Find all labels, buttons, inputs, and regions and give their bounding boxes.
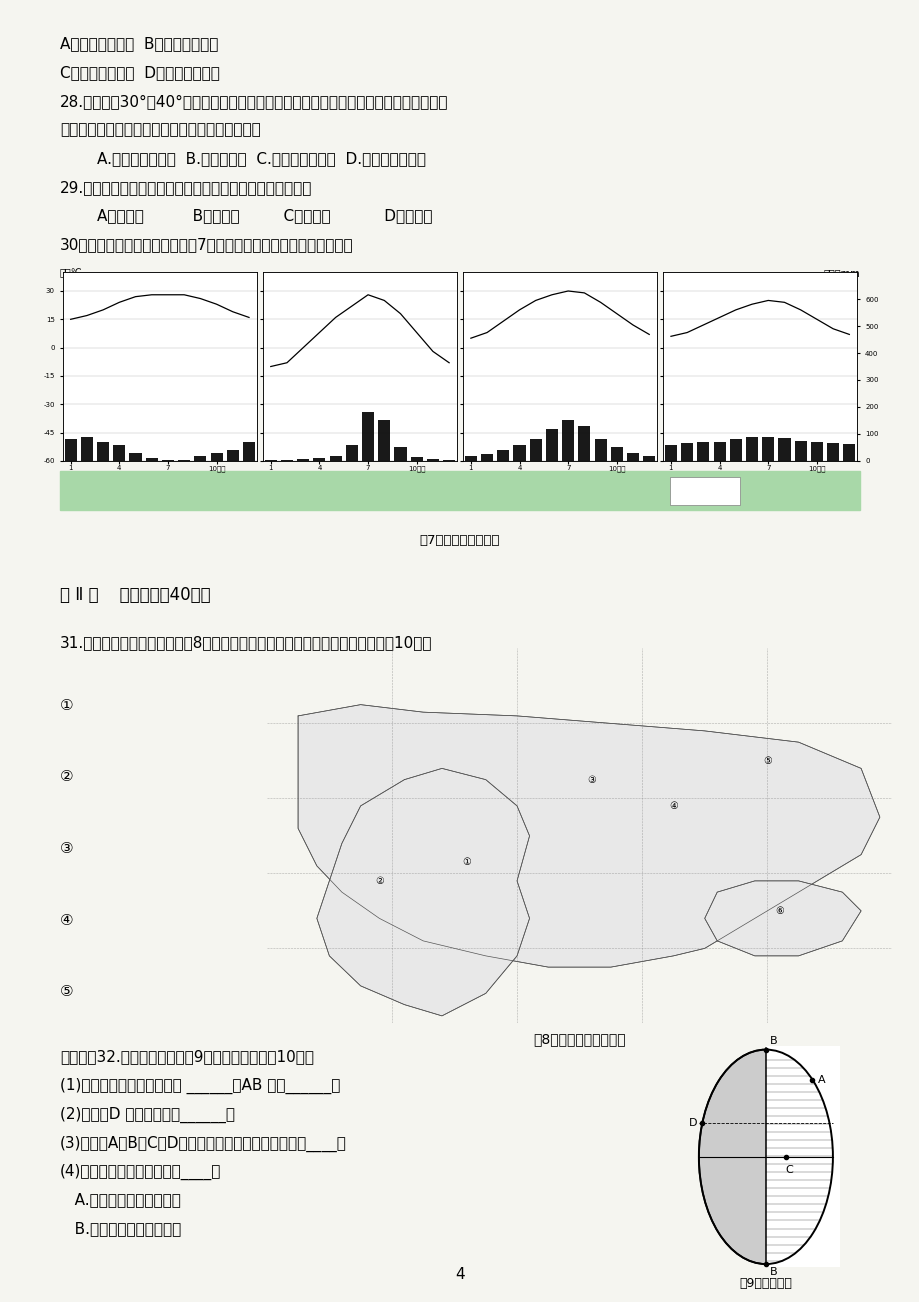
Bar	[777, 437, 789, 461]
Bar	[313, 458, 325, 461]
Text: A．西北风          B．东南风         C．东北风           D．西南风: A．西北风 B．东南风 C．东北风 D．西南风	[96, 208, 432, 224]
Bar	[745, 436, 757, 461]
Bar	[194, 456, 206, 461]
Text: 4: 4	[455, 1267, 464, 1282]
Bar	[297, 458, 309, 461]
Text: ④: ④	[668, 801, 677, 811]
Bar	[443, 460, 455, 461]
Bar	[81, 436, 93, 461]
Text: A．热带雨林气候  B．热带草原气候: A．热带雨林气候 B．热带草原气候	[60, 36, 218, 52]
Text: A: A	[817, 1074, 824, 1085]
Text: 【原创】32.读太阳光照图（图9），回答问题。（10分）: 【原创】32.读太阳光照图（图9），回答问题。（10分）	[60, 1049, 313, 1065]
Bar	[626, 453, 639, 461]
Bar	[642, 456, 654, 461]
Polygon shape	[765, 1047, 839, 1267]
Bar	[243, 443, 255, 461]
Text: C: C	[554, 477, 565, 492]
Bar	[145, 458, 158, 461]
Text: 31.读世界气候类型分布图（图8），填写出下列数字所代表的气候类型名称。（10分）: 31.读世界气候类型分布图（图8），填写出下列数字所代表的气候类型名称。（10分…	[60, 635, 432, 651]
Text: 28.在南北纬30°－40°之间的大陆西岸，在西风带和副热带高气压带交替控制下，形成了: 28.在南北纬30°－40°之间的大陆西岸，在西风带和副热带高气压带交替控制下，…	[60, 94, 448, 109]
Bar	[64, 439, 76, 461]
Text: D: D	[754, 477, 766, 492]
Bar	[810, 443, 823, 461]
Text: (3)该日，A、B、C、D四点中，正午太阳高度最小的是____。: (3)该日，A、B、C、D四点中，正午太阳高度最小的是____。	[60, 1135, 346, 1151]
Text: ③: ③	[587, 775, 596, 785]
Polygon shape	[298, 704, 879, 967]
Bar	[826, 444, 838, 461]
Bar	[265, 460, 277, 461]
Bar	[594, 439, 606, 461]
Bar	[329, 456, 341, 461]
Text: ⑥: ⑥	[775, 906, 783, 915]
Bar	[664, 445, 676, 461]
Text: (1)该图表示的北半球节气为 ______，AB 线为______。: (1)该图表示的北半球节气为 ______，AB 线为______。	[60, 1078, 340, 1094]
Bar	[610, 448, 622, 461]
Text: 夏季高温少雨，冬季温和多雨的气候，这种气候是: 夏季高温少雨，冬季温和多雨的气候，这种气候是	[60, 122, 260, 138]
Bar	[680, 444, 693, 461]
Text: D: D	[687, 1118, 696, 1129]
Text: 30．根据气温和降水量数据（图7），判断下列属于热带季风气候的是: 30．根据气温和降水量数据（图7），判断下列属于热带季风气候的是	[60, 237, 353, 253]
Text: 图7气温和降水关系图: 图7气温和降水关系图	[419, 534, 500, 547]
Text: ②: ②	[375, 876, 383, 885]
Text: 图8世界气候类型分布图: 图8世界气候类型分布图	[533, 1032, 625, 1047]
Bar	[280, 460, 293, 461]
Text: (2)该日，D 点的地方时为______。: (2)该日，D 点的地方时为______。	[60, 1107, 234, 1122]
Bar	[697, 443, 709, 461]
Text: (4)该日，下列说法正确的是____。: (4)该日，下列说法正确的是____。	[60, 1164, 221, 1180]
Bar	[578, 426, 590, 461]
Bar	[162, 460, 174, 461]
Bar	[130, 453, 142, 461]
Text: 图9太阳光照图: 图9太阳光照图	[739, 1277, 791, 1290]
Text: ②: ②	[60, 769, 74, 785]
Text: B: B	[769, 1267, 777, 1277]
Bar	[513, 445, 525, 461]
Bar	[96, 443, 109, 461]
Bar	[378, 421, 390, 461]
Text: 降水量mm: 降水量mm	[823, 268, 859, 279]
Bar	[464, 456, 476, 461]
Bar	[394, 448, 406, 461]
Text: C．热带季风气候  D．热带沙漠气候: C．热带季风气候 D．热带沙漠气候	[60, 65, 220, 81]
Bar	[226, 450, 239, 461]
Bar	[562, 421, 573, 461]
Bar	[210, 453, 222, 461]
Text: ⑤: ⑤	[60, 984, 74, 1000]
Bar	[481, 454, 493, 461]
Bar	[426, 458, 438, 461]
Bar	[410, 457, 423, 461]
FancyBboxPatch shape	[669, 477, 739, 505]
Text: 29.受蒙古－西伯利亚高气压的影响，北京冬季的盛行风向是: 29.受蒙古－西伯利亚高气压的影响，北京冬季的盛行风向是	[60, 180, 312, 195]
Bar	[713, 443, 725, 461]
Bar	[794, 440, 806, 461]
Text: 气温℃: 气温℃	[60, 268, 83, 279]
Text: ①: ①	[60, 698, 74, 713]
Bar	[529, 439, 541, 461]
Polygon shape	[704, 881, 860, 956]
Text: C: C	[785, 1165, 792, 1174]
Bar	[346, 445, 357, 461]
Bar	[545, 428, 558, 461]
Text: A.地球公转到近日点附近: A.地球公转到近日点附近	[60, 1193, 180, 1208]
Ellipse shape	[698, 1049, 832, 1264]
Text: A: A	[154, 477, 165, 492]
FancyBboxPatch shape	[60, 471, 859, 510]
Bar	[178, 460, 190, 461]
Text: B: B	[355, 477, 365, 492]
Text: 第 Ⅱ 卷    综合题（共40分）: 第 Ⅱ 卷 综合题（共40分）	[60, 586, 210, 604]
Bar	[843, 444, 855, 461]
Bar	[113, 445, 125, 461]
Text: ①: ①	[462, 857, 471, 867]
Text: A.亚热带季风气候  B.地中海气候  C.温带海洋性气候  D.温带大陆性气候: A.亚热带季风气候 B.地中海气候 C.温带海洋性气候 D.温带大陆性气候	[96, 151, 425, 167]
Text: B: B	[769, 1036, 777, 1047]
Text: ⑤: ⑤	[762, 756, 771, 766]
Text: B.太阳直射点将向南移动: B.太阳直射点将向南移动	[60, 1221, 181, 1237]
Text: ④: ④	[60, 913, 74, 928]
Bar	[761, 436, 774, 461]
Polygon shape	[316, 768, 529, 1016]
Bar	[729, 439, 741, 461]
Text: ③: ③	[60, 841, 74, 857]
Bar	[496, 450, 509, 461]
Bar	[361, 413, 374, 461]
